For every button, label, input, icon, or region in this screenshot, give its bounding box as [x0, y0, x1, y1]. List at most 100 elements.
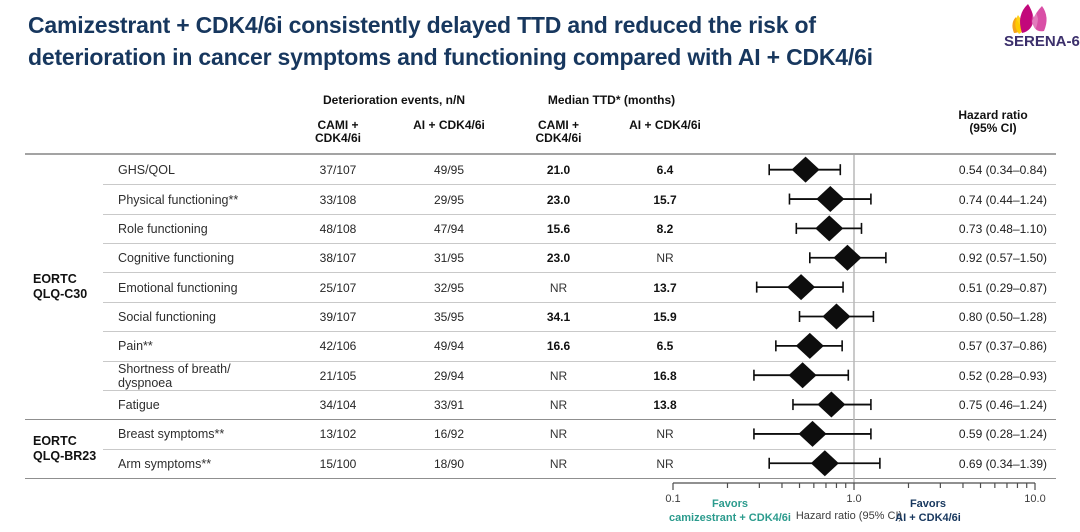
subheader-ai-events: AI + CDK4/6i [413, 118, 485, 132]
header-median-ttd: Median TTD* (months) [547, 93, 676, 107]
table-header: Deterioration events, n/N Median TTD* (m… [25, 90, 1056, 155]
cell-events-cami: 25/107 [283, 272, 393, 301]
cell-label: Cognitive functioning [103, 243, 283, 272]
axis-tick-label: 0.1 [665, 493, 681, 505]
cell-ttd-ai: NR [612, 419, 718, 448]
cell-plot [718, 184, 930, 213]
cell-ttd-cami: NR [505, 419, 612, 448]
cell-events-ai: 35/95 [393, 301, 505, 331]
cell-hazard-ratio: 0.57 (0.37–0.86) [930, 331, 1056, 360]
results-table: GHS/QOL 37/107 49/95 21.0 6.4 0.54 (0.34–0.84… [25, 155, 1056, 479]
cell-ttd-ai: 6.5 [612, 331, 718, 360]
cell-events-ai: 49/94 [393, 331, 505, 360]
cell-plot [718, 419, 930, 448]
cell-ttd-cami: 16.6 [505, 331, 612, 360]
cell-label: Fatigue [103, 389, 283, 419]
cell-events-ai: 18/90 [393, 448, 505, 478]
cell-ttd-ai: 16.8 [612, 360, 718, 390]
cell-events-cami: 15/100 [283, 448, 393, 478]
cell-label: Role functioning [103, 213, 283, 243]
subheader-cami-ttd: CAMI + CDK4/6i [535, 118, 582, 145]
cell-label: Arm symptoms** [103, 448, 283, 478]
favors-camizestrant-label: Favors camizestrant + CDK4/6i [669, 498, 791, 524]
cell-events-ai: 33/91 [393, 389, 505, 419]
cell-label: Breast symptoms** [103, 419, 283, 448]
cell-hazard-ratio: 0.75 (0.46–1.24) [930, 389, 1056, 419]
favors-ai-label: Favors AI + CDK4/6i [895, 498, 961, 524]
cell-events-cami: 38/107 [283, 243, 393, 272]
cell-events-ai: 16/92 [393, 419, 505, 448]
cell-ttd-cami: 15.6 [505, 213, 612, 243]
title-line1: Camizestrant + CDK4/6i consistently dela… [28, 12, 816, 38]
cell-label: Shortness of breath/ dyspnoea [103, 360, 283, 390]
cell-ttd-cami: 23.0 [505, 243, 612, 272]
cell-events-ai: 29/94 [393, 360, 505, 390]
page-title: Camizestrant + CDK4/6i consistently dela… [28, 9, 948, 73]
cell-plot [718, 360, 930, 390]
cell-events-ai: 49/95 [433, 162, 465, 177]
logo-text: SERENA-6 [1004, 33, 1080, 50]
axis-tick-label: 10.0 [1024, 493, 1046, 505]
cell-plot [718, 272, 930, 301]
cell-ttd-ai: 6.4 [656, 162, 674, 177]
title-line2: deterioration in cancer symptoms and fun… [28, 44, 873, 70]
cell-events-cami: 48/108 [283, 213, 393, 243]
header-hazard-ratio: Hazard ratio (95% CI) [930, 90, 1056, 153]
cell-plot [718, 389, 930, 419]
cell-ttd-ai: NR [612, 243, 718, 272]
cell-events-ai: 29/95 [393, 184, 505, 213]
flower-icon [1012, 4, 1047, 34]
cell-ttd-cami: 34.1 [505, 301, 612, 331]
cell-ttd-cami: 23.0 [505, 184, 612, 213]
cell-events-cami: 39/107 [283, 301, 393, 331]
cell-hazard-ratio: 0.92 (0.57–1.50) [930, 243, 1056, 272]
axis-title: Hazard ratio (95% CI) [795, 510, 903, 522]
cell-label: GHS/QOL [118, 162, 175, 177]
cell-ttd-cami: 21.0 [546, 162, 571, 177]
cell-plot [718, 301, 930, 331]
cell-events-cami: 33/108 [283, 184, 393, 213]
cell-events-cami: 13/102 [283, 419, 393, 448]
hr-header-line1: Hazard ratio [958, 107, 1028, 122]
group-label-qlq-br23: EORTC QLQ-BR23 [33, 433, 97, 463]
cell-plot [718, 448, 930, 478]
cell-events-ai: 47/94 [393, 213, 505, 243]
cell-hazard-ratio: 0.73 (0.48–1.10) [930, 213, 1056, 243]
cell-events-ai: 31/95 [393, 243, 505, 272]
cell-ttd-ai: 13.7 [612, 272, 718, 301]
cell-hazard-ratio: 0.51 (0.29–0.87) [930, 272, 1056, 301]
serena6-logo: SERENA-6 [1002, 2, 1080, 60]
cell-events-cami: 37/107 [319, 162, 357, 177]
cell-ttd-ai: 15.7 [612, 184, 718, 213]
cell-plot [718, 155, 930, 184]
cell-ttd-cami: NR [505, 389, 612, 419]
cell-plot [718, 243, 930, 272]
group-label-qlq-c30: EORTC QLQ-C30 [33, 272, 88, 302]
cell-ttd-cami: NR [505, 360, 612, 390]
cell-hazard-ratio: 0.74 (0.44–1.24) [930, 184, 1056, 213]
cell-hazard-ratio: 0.80 (0.50–1.28) [930, 301, 1056, 331]
cell-ttd-ai: 8.2 [612, 213, 718, 243]
cell-label: Social functioning [103, 301, 283, 331]
cell-events-cami: 34/104 [283, 389, 393, 419]
cell-label: Physical functioning** [103, 184, 283, 213]
cell-events-ai: 32/95 [393, 272, 505, 301]
header-deterioration-events: Deterioration events, n/N [322, 93, 466, 107]
hr-header-line2: (95% CI) [969, 120, 1017, 135]
subheader-ai-ttd: AI + CDK4/6i [629, 118, 701, 132]
cell-ttd-cami: NR [505, 272, 612, 301]
cell-ttd-ai: NR [612, 448, 718, 478]
subheader-cami-events: CAMI + CDK4/6i [314, 118, 361, 145]
cell-ttd-cami: NR [505, 448, 612, 478]
cell-label: Pain** [103, 331, 283, 360]
cell-ttd-ai: 13.8 [612, 389, 718, 419]
cell-label: Emotional functioning [103, 272, 283, 301]
cell-hazard-ratio: 0.69 (0.34–1.39) [930, 448, 1056, 478]
cell-group [25, 419, 103, 448]
cell-plot [718, 213, 930, 243]
cell-ttd-ai: 15.9 [612, 301, 718, 331]
cell-events-cami: 42/106 [283, 331, 393, 360]
cell-hazard-ratio: 0.52 (0.28–0.93) [930, 360, 1056, 390]
cell-hazard-ratio: 0.54 (0.34–0.84) [958, 162, 1047, 177]
